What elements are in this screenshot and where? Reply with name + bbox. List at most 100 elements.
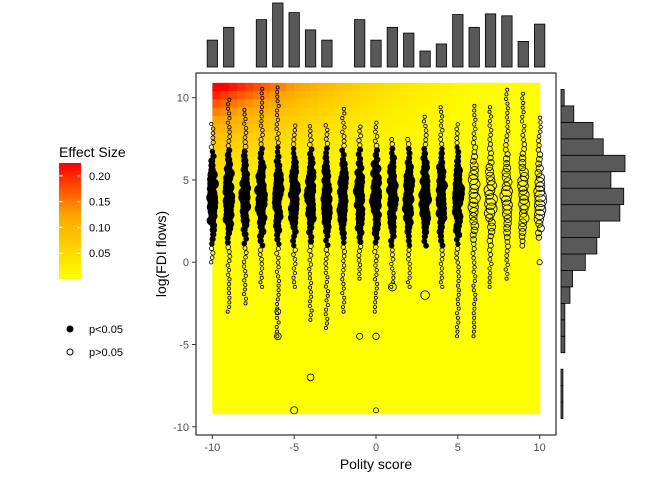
point-nonsignificant <box>356 253 362 259</box>
heatmap-cell <box>523 306 533 315</box>
heatmap-cell <box>318 157 328 167</box>
heatmap-cell <box>367 107 377 117</box>
heatmap-cell <box>482 380 492 390</box>
heatmap-cell <box>392 306 402 315</box>
heatmap-cell <box>498 364 508 373</box>
heatmap-cell <box>523 314 533 324</box>
heatmap-cell <box>384 132 393 142</box>
heatmap-cell <box>506 388 516 398</box>
point-nonsignificant <box>423 137 429 143</box>
heatmap-cell <box>294 264 303 274</box>
point-nonsignificant <box>538 124 543 130</box>
point-nonsignificant <box>438 123 444 128</box>
point-nonsignificant <box>257 252 263 257</box>
heatmap-cell <box>384 239 393 249</box>
point-nonsignificant <box>488 132 494 138</box>
point-nonsignificant <box>308 262 314 267</box>
point-significant <box>291 154 298 162</box>
heatmap-cell <box>425 239 434 249</box>
point-nonsignificant <box>323 270 328 275</box>
heatmap-cell <box>482 264 492 274</box>
heatmap-cell <box>286 380 295 390</box>
heatmap-cell <box>359 149 369 158</box>
heatmap-cell <box>416 330 426 340</box>
x-tick-label: 0 <box>373 442 379 454</box>
point-nonsignificant <box>258 136 264 142</box>
heatmap-cell <box>318 264 328 274</box>
heatmap-cell <box>310 372 320 382</box>
point-nonsignificant <box>243 269 248 274</box>
heatmap-cell <box>515 99 524 109</box>
heatmap-cell <box>531 264 541 274</box>
heatmap-cell <box>343 339 353 349</box>
point-significant <box>290 145 297 152</box>
heatmap-cell <box>212 264 222 274</box>
heatmap-cell <box>482 223 492 233</box>
point-nonsignificant <box>487 222 496 232</box>
heatmap-cell <box>441 264 451 274</box>
heatmap-cell <box>490 397 500 406</box>
heatmap-cell <box>408 231 418 241</box>
point-nonsignificant <box>374 286 379 291</box>
heatmap-cell <box>351 388 361 398</box>
point-nonsignificant <box>487 242 494 249</box>
heatmap-cell <box>253 239 263 249</box>
heatmap-cell <box>212 173 222 183</box>
heatmap-cell <box>220 91 230 101</box>
heatmap-cell <box>367 149 377 158</box>
heatmap-cell <box>286 355 295 365</box>
heatmap-cell <box>506 182 516 191</box>
heatmap-cell <box>416 157 426 167</box>
heatmap-cell <box>245 273 254 282</box>
heatmap-cell <box>376 239 385 249</box>
heatmap-cell <box>433 364 443 373</box>
heatmap-cell <box>286 231 295 241</box>
heatmap-cell <box>531 239 541 249</box>
heatmap-cell <box>335 364 344 373</box>
heatmap-cell <box>482 281 492 291</box>
heatmap-cell <box>318 364 328 373</box>
heatmap-cell <box>531 165 541 175</box>
point-nonsignificant <box>227 125 232 130</box>
point-nonsignificant <box>323 123 328 128</box>
heatmap-cell <box>351 107 361 117</box>
heatmap-cell <box>466 273 475 282</box>
heatmap-cell <box>269 239 279 249</box>
heatmap-cell <box>416 289 426 299</box>
heatmap-cell <box>310 256 320 266</box>
heatmap-cell <box>318 306 328 315</box>
heatmap-cell <box>531 190 541 200</box>
heatmap-cell <box>441 297 451 307</box>
heatmap-cell <box>335 372 344 382</box>
heatmap-cell <box>359 372 369 382</box>
heatmap-cell <box>433 388 443 398</box>
right-histogram-bar <box>560 204 621 222</box>
heatmap-cell <box>490 173 500 183</box>
heatmap-cell <box>326 132 336 142</box>
heatmap-cell <box>433 273 443 282</box>
heatmap-cell <box>277 115 287 125</box>
heatmap-cell <box>245 364 254 373</box>
heatmap-cell <box>228 405 238 415</box>
point-nonsignificant <box>227 253 233 259</box>
heatmap-cell <box>515 364 524 373</box>
heatmap-cell <box>466 397 475 406</box>
heatmap-cell <box>400 355 410 365</box>
heatmap-cell <box>269 91 279 101</box>
heatmap-cell <box>269 231 279 241</box>
heatmap-cell <box>441 115 451 125</box>
point-nonsignificant <box>374 272 379 277</box>
heatmap-cell <box>515 372 524 382</box>
heatmap-cell <box>474 99 483 109</box>
point-nonsignificant <box>440 114 445 119</box>
heatmap-cell <box>523 107 533 117</box>
heatmap-cell <box>310 322 320 332</box>
point-nonsignificant <box>275 260 281 265</box>
heatmap-cell <box>335 231 344 241</box>
heatmap-cell <box>335 405 344 415</box>
heatmap-cell <box>277 297 287 307</box>
heatmap-cell <box>466 281 475 291</box>
right-histogram-bar <box>560 335 566 354</box>
heatmap-cell <box>441 99 451 109</box>
